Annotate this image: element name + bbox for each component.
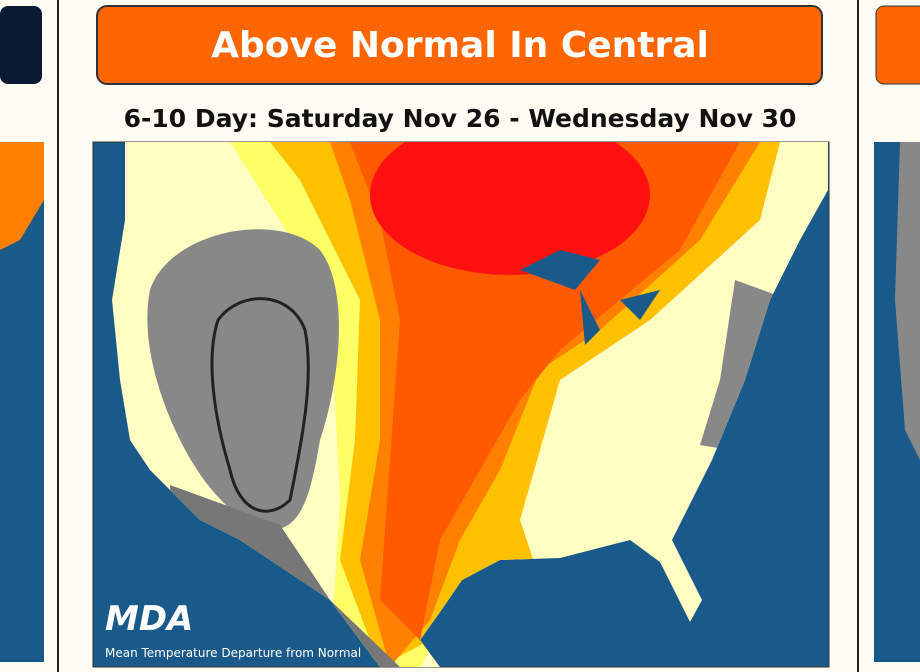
panel-subtitle: 6-10 Day: Saturday Nov 26 - Wednesday No… (124, 104, 797, 133)
map-caption: Mean Temperature Departure from Normal (105, 646, 361, 660)
prev-panel-band (0, 142, 44, 250)
map: MDA Mean Temperature Departure from Norm… (92, 141, 830, 668)
prev-panel-header[interactable] (0, 6, 42, 84)
next-panel-band (895, 142, 920, 460)
band-extreme-above (370, 142, 650, 275)
band-below (147, 229, 339, 530)
next-panel-header[interactable] (875, 5, 920, 85)
logo: MDA (105, 599, 193, 639)
panel-header (96, 5, 823, 85)
contour (210, 297, 310, 513)
great-lakes (520, 250, 660, 345)
panel-title: Above Normal In Central (211, 25, 709, 66)
